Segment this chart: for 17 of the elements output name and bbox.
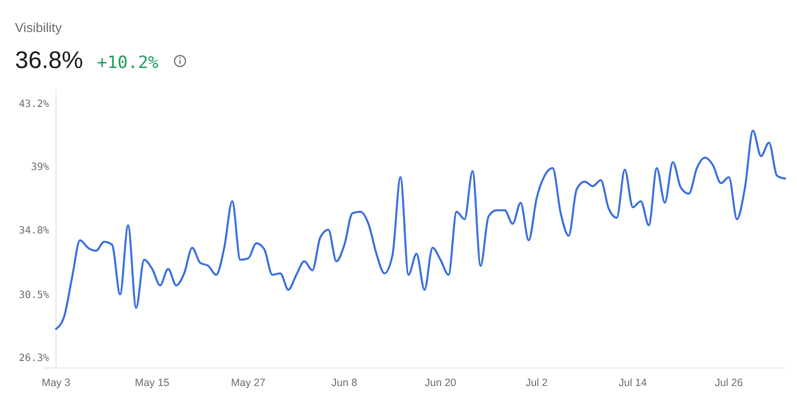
y-tick-label: 43.2% [18,99,49,110]
x-tick-label: May 3 [42,377,70,389]
x-tick-label: May 27 [231,377,266,389]
x-tick-label: Jul 2 [526,377,548,389]
y-tick-label: 34.8% [18,225,49,236]
y-tick-label: 30.5% [18,290,49,301]
x-tick-label: Jul 26 [714,377,744,389]
x-tick-label: Jun 20 [424,377,456,389]
x-tick-label: Jun 8 [332,377,358,389]
y-tick-label: 39% [30,162,49,174]
x-tick-label: May 15 [134,377,170,389]
line-series [55,130,786,330]
x-tick-label: Jul 14 [618,377,647,389]
text: 36.8% [15,47,84,74]
text: +10.2% [97,53,158,73]
y-tick-label: 26.3% [18,352,49,364]
chart-title: Visibility [15,20,62,35]
